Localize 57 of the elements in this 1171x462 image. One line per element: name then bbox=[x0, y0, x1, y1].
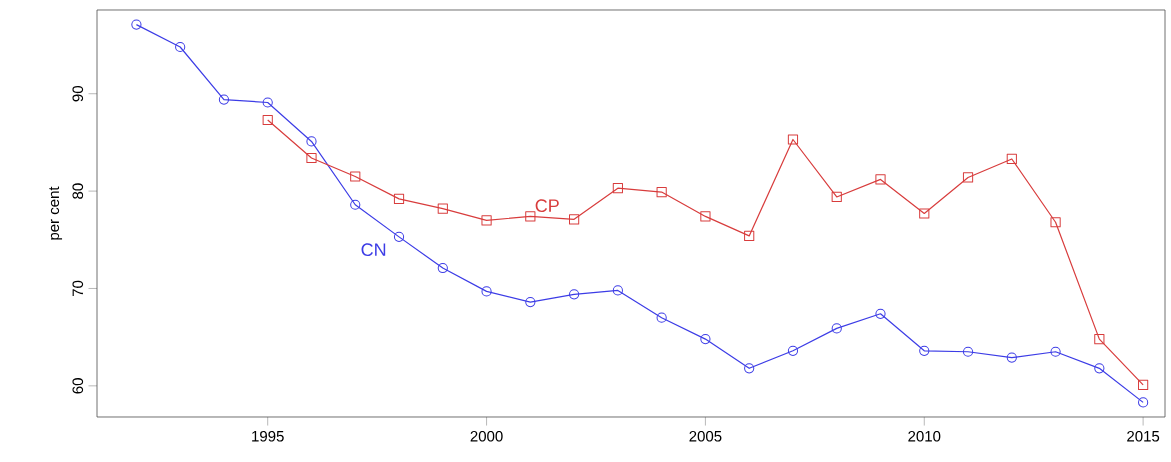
point bbox=[262, 97, 273, 108]
point bbox=[875, 174, 886, 185]
point bbox=[919, 208, 930, 219]
point bbox=[612, 183, 623, 194]
point bbox=[744, 363, 755, 374]
point bbox=[218, 94, 230, 105]
point bbox=[393, 193, 405, 204]
point bbox=[962, 346, 974, 357]
y-tick-label: 90 bbox=[72, 85, 84, 102]
point bbox=[525, 297, 536, 308]
point bbox=[875, 308, 886, 319]
x-tick-label: 2000 bbox=[470, 430, 503, 442]
point bbox=[962, 172, 974, 183]
point bbox=[393, 231, 405, 242]
point bbox=[262, 114, 273, 126]
point bbox=[919, 345, 930, 356]
point bbox=[1050, 346, 1061, 357]
point bbox=[1094, 334, 1105, 345]
x-tick-label: 2005 bbox=[689, 430, 722, 442]
series-label: CN bbox=[361, 243, 386, 257]
point bbox=[481, 215, 492, 226]
y-tick-label: 70 bbox=[72, 280, 84, 297]
point bbox=[1138, 397, 1149, 408]
point bbox=[612, 285, 623, 296]
x-tick-label: 2015 bbox=[1127, 430, 1160, 442]
point bbox=[569, 289, 580, 300]
point bbox=[700, 211, 711, 222]
point bbox=[1006, 352, 1017, 363]
point bbox=[306, 136, 317, 147]
point bbox=[569, 214, 580, 225]
point bbox=[1094, 363, 1105, 374]
point bbox=[437, 203, 448, 214]
series-label: CP bbox=[535, 199, 559, 213]
point bbox=[1050, 217, 1061, 228]
point bbox=[787, 345, 799, 356]
x-tick-label: 2010 bbox=[908, 430, 941, 442]
point bbox=[350, 199, 361, 210]
point bbox=[175, 41, 186, 53]
point bbox=[787, 134, 799, 145]
x-tick-label: 1995 bbox=[252, 430, 284, 442]
point bbox=[831, 323, 842, 334]
point bbox=[306, 152, 317, 164]
y-tick-label: 60 bbox=[72, 378, 84, 394]
point bbox=[831, 191, 842, 203]
y-tick-label: 80 bbox=[72, 183, 84, 199]
point bbox=[656, 186, 667, 198]
point bbox=[700, 334, 711, 345]
point bbox=[525, 211, 536, 222]
point bbox=[1006, 153, 1017, 165]
point bbox=[1138, 379, 1149, 390]
y-axis-title: per cent bbox=[49, 186, 63, 240]
point bbox=[131, 19, 142, 30]
point bbox=[350, 171, 361, 182]
point bbox=[437, 262, 448, 274]
point bbox=[656, 312, 667, 323]
point bbox=[481, 286, 492, 297]
point bbox=[744, 230, 755, 241]
